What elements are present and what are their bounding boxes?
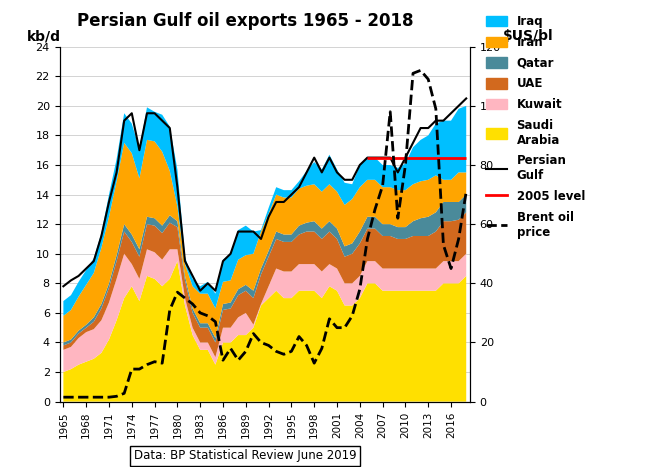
Text: $US/bl: $US/bl	[503, 29, 553, 43]
Text: kb/d: kb/d	[26, 29, 61, 43]
Text: Data: BP Statistical Review June 2019: Data: BP Statistical Review June 2019	[134, 449, 356, 462]
Text: Persian Gulf oil exports 1965 - 2018: Persian Gulf oil exports 1965 - 2018	[77, 12, 413, 30]
Legend: Iraq, Iran, Qatar, UAE, Kuwait, Saudi
Arabia, Persian
Gulf, 2005 level, Brent oi: Iraq, Iran, Qatar, UAE, Kuwait, Saudi Ar…	[486, 15, 585, 239]
